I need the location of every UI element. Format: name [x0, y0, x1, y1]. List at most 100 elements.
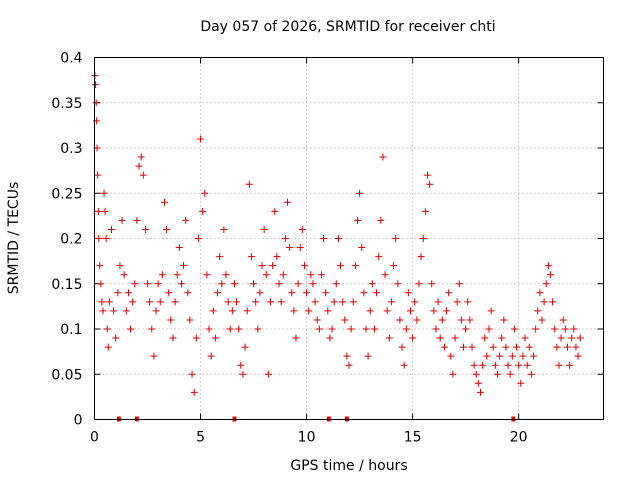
data-point [394, 280, 402, 288]
data-point [453, 298, 461, 306]
data-point [506, 370, 514, 378]
data-point [192, 334, 200, 342]
data-point [328, 325, 336, 333]
tick-labels: 0 0.05 0.1 0.15 0.2 0.25 0.3 0.35 0.4 0 5 10 15 20 [51, 51, 527, 446]
data-point [485, 325, 493, 333]
data-point [337, 262, 345, 270]
data-point [141, 225, 149, 233]
data-point [519, 352, 527, 360]
data-point [201, 189, 209, 197]
data-point [275, 280, 283, 288]
y-tick-label: 0.3 [60, 141, 82, 157]
data-point [250, 280, 258, 288]
data-point [122, 307, 130, 315]
data-point [239, 370, 247, 378]
data-point [472, 370, 480, 378]
data-point [241, 343, 249, 351]
y-axis-label: SRMTID / TECUs [6, 182, 22, 295]
data-point [92, 81, 100, 89]
data-point [504, 361, 512, 369]
data-point [105, 298, 113, 306]
data-point [449, 370, 457, 378]
data-point [245, 180, 253, 188]
data-point [258, 262, 266, 270]
data-point [423, 171, 431, 179]
data-point [398, 343, 406, 351]
data-point [500, 316, 508, 324]
data-point [254, 325, 262, 333]
data-point [112, 334, 120, 342]
data-point [222, 271, 230, 279]
data-point [358, 244, 366, 252]
data-point [334, 235, 342, 242]
data-point [568, 334, 576, 342]
data-point [226, 325, 234, 333]
data-point [103, 325, 111, 333]
data-point [557, 334, 565, 342]
data-point [114, 289, 122, 297]
data-point [205, 325, 213, 333]
data-point [148, 325, 156, 333]
data-point [432, 325, 440, 333]
data-point [139, 171, 147, 179]
data-point [279, 271, 287, 279]
data-point [116, 262, 124, 270]
data-point [230, 280, 238, 288]
data-point [188, 370, 196, 378]
data-point [203, 271, 211, 279]
data-point [326, 334, 334, 342]
data-point [517, 379, 525, 387]
data-point [209, 307, 217, 315]
data-point [536, 289, 544, 297]
data-point [317, 271, 325, 279]
data-point [345, 361, 353, 369]
data-point [375, 253, 383, 261]
data-point [476, 388, 484, 396]
data-point [305, 307, 313, 315]
data-point [129, 298, 137, 306]
data-point [237, 361, 245, 369]
data-point [135, 162, 143, 170]
y-tick-label: 0.4 [60, 51, 82, 67]
data-point [508, 352, 516, 360]
data-point [99, 307, 107, 315]
data-point [440, 343, 448, 351]
data-point [175, 244, 183, 252]
data-point [322, 289, 330, 297]
data-point [487, 307, 495, 315]
data-point [332, 280, 340, 288]
data-point [218, 280, 226, 288]
data-point [470, 361, 478, 369]
data-point [286, 244, 294, 252]
data-points [91, 72, 584, 396]
data-point [300, 262, 308, 270]
y-tick-label: 0.1 [60, 322, 82, 338]
data-point [207, 352, 215, 360]
data-point [216, 253, 224, 261]
data-point [303, 289, 311, 297]
data-point [402, 325, 410, 333]
data-point [455, 280, 463, 288]
data-point [513, 343, 521, 351]
data-point [160, 198, 168, 206]
data-point [360, 289, 368, 297]
data-point [277, 298, 285, 306]
data-point [283, 198, 291, 206]
data-point [235, 325, 243, 333]
data-point [292, 334, 300, 342]
data-point [491, 361, 499, 369]
chart-title: Day 057 of 2026, SRMTID for receiver cht… [200, 19, 495, 35]
data-point [309, 280, 317, 288]
data-point [307, 271, 315, 279]
data-point [549, 298, 557, 306]
y-tick-label: 0.25 [51, 186, 82, 202]
data-point [173, 271, 181, 279]
data-point [464, 298, 472, 306]
data-point [468, 343, 476, 351]
data-point [324, 307, 332, 315]
y-tick-label: 0.2 [60, 232, 82, 248]
data-point [260, 225, 268, 233]
data-point [211, 334, 219, 342]
x-tick-label: 5 [196, 430, 205, 446]
